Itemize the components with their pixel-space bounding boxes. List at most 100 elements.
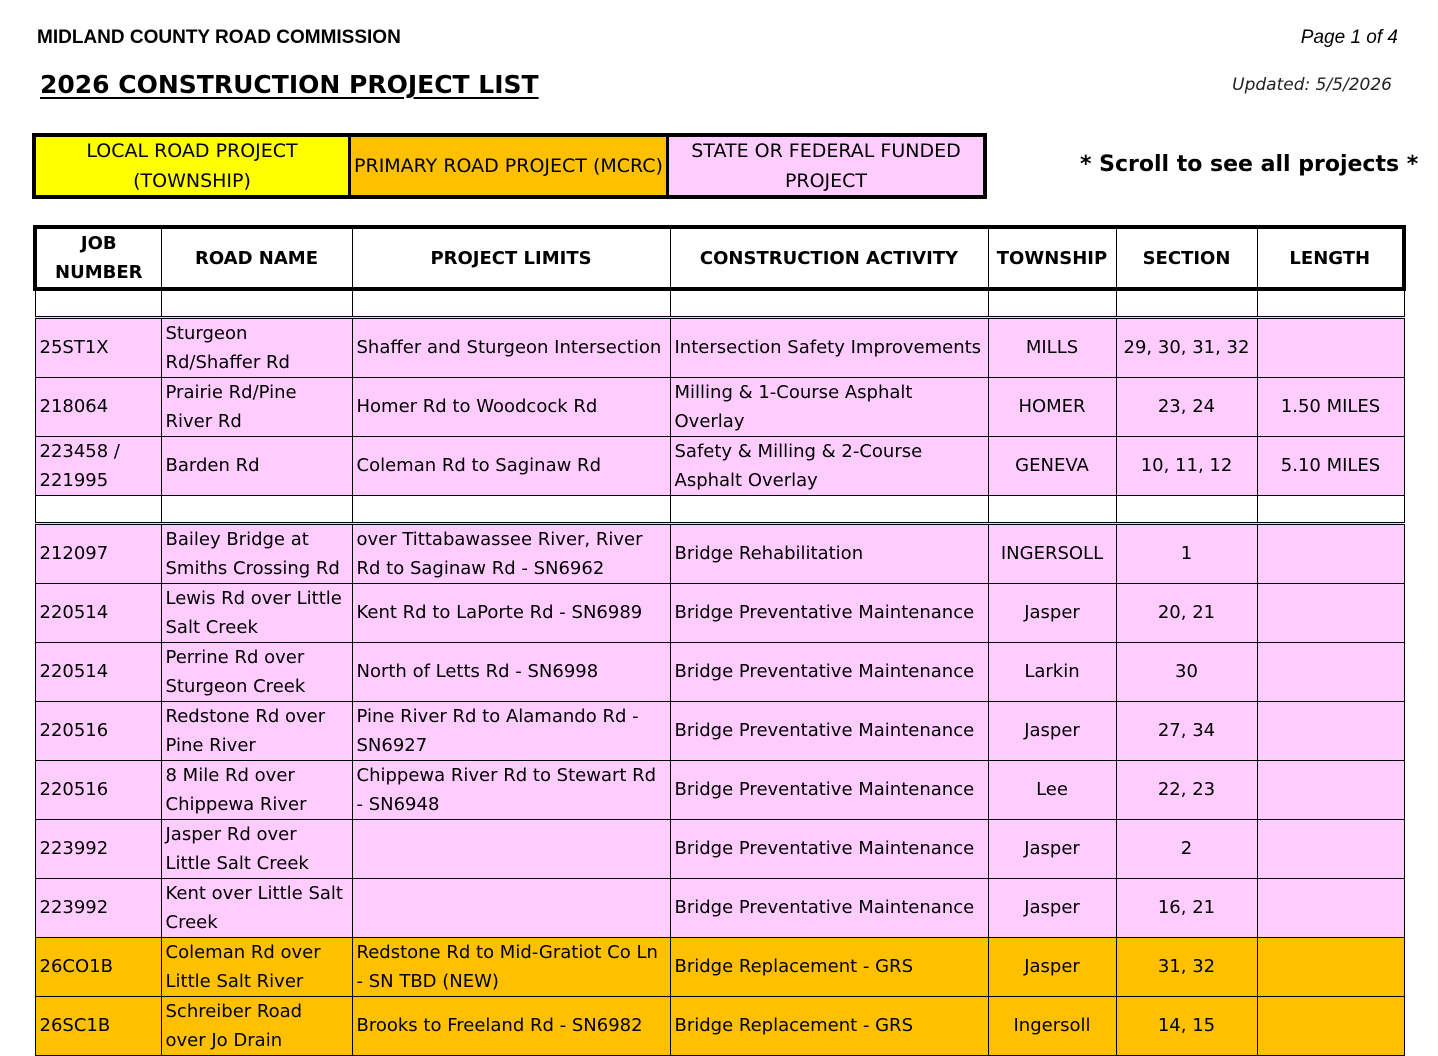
cell-job: 218064: [34, 376, 162, 437]
cell-road: Perrine Rd over Sturgeon Creek: [160, 641, 353, 702]
table-row: 220514 Lewis Rd over Little Salt Creek Ken…: [34, 582, 1405, 643]
separator-cell: [1115, 288, 1258, 319]
cell-activity: Bridge Preventative Maintenance: [669, 877, 989, 938]
cell-limits: [351, 877, 671, 938]
page-indicator: Page 1 of 4: [1300, 27, 1398, 48]
column-header-project-limits: PROJECT LIMITS: [351, 225, 671, 291]
column-header-job-number: JOB NUMBER: [33, 225, 162, 291]
separator-cell: [1115, 494, 1258, 525]
cell-activity: Bridge Replacement - GRS: [669, 936, 989, 997]
cell-limits: over Tittabawassee River, River Rd to Sa…: [351, 522, 671, 584]
color-legend: LOCAL ROAD PROJECT (TOWNSHIP) PRIMARY RO…: [32, 133, 987, 199]
table-row: 223992 Jasper Rd over Little Salt Creek Br…: [34, 818, 1405, 879]
cell-township: Jasper: [987, 818, 1117, 879]
organization-name: MIDLAND COUNTY ROAD COMMISSION: [37, 27, 401, 48]
table-row: 220516 8 Mile Rd over Chippewa River Chipp…: [34, 759, 1405, 820]
cell-job: 220514: [34, 582, 162, 643]
separator-cell: [1256, 288, 1405, 319]
table-row: 26CO1B Coleman Rd over Little Salt River R…: [34, 936, 1405, 997]
cell-job: 220514: [34, 641, 162, 702]
cell-job: 26SC1B: [34, 995, 162, 1056]
cell-limits: Redstone Rd to Mid-Gratiot Co Ln - SN TB…: [351, 936, 671, 997]
column-header-section: SECTION: [1115, 225, 1258, 291]
table-row: 25ST1X Sturgeon Rd/Shaffer Rd Shaffer and …: [34, 316, 1405, 378]
cell-length: [1256, 995, 1405, 1056]
cell-township: Ingersoll: [987, 995, 1117, 1056]
cell-limits: Homer Rd to Woodcock Rd: [351, 376, 671, 437]
cell-limits: Shaffer and Sturgeon Intersection: [351, 316, 671, 378]
separator-cell: [34, 494, 162, 525]
cell-section: 29, 30, 31, 32: [1115, 316, 1258, 378]
cell-length: [1256, 522, 1405, 584]
cell-length: [1256, 936, 1405, 997]
table-row: 218064 Prairie Rd/Pine River Rd Homer Rd t…: [34, 376, 1405, 437]
separator-cell: [160, 494, 353, 525]
cell-township: INGERSOLL: [987, 522, 1117, 584]
cell-section: 30: [1115, 641, 1258, 702]
cell-road: Bailey Bridge at Smiths Crossing Rd: [160, 522, 353, 584]
separator-cell: [1256, 494, 1405, 525]
cell-length: [1256, 641, 1405, 702]
separator-cell: [669, 494, 989, 525]
separator-cell: [987, 494, 1117, 525]
legend-local-road: LOCAL ROAD PROJECT (TOWNSHIP): [36, 137, 351, 195]
cell-limits: Kent Rd to LaPorte Rd - SN6989: [351, 582, 671, 643]
cell-job: 223992: [34, 877, 162, 938]
cell-activity: Milling & 1-Course Asphalt Overlay: [669, 376, 989, 437]
cell-section: 1: [1115, 522, 1258, 584]
cell-activity: Bridge Rehabilitation: [669, 522, 989, 584]
cell-job: 220516: [34, 700, 162, 761]
table-row: 26SC1B Schreiber Road over Jo Drain Brooks…: [34, 995, 1405, 1056]
cell-section: 27, 34: [1115, 700, 1258, 761]
cell-section: 20, 21: [1115, 582, 1258, 643]
scroll-note: * Scroll to see all projects *: [1080, 152, 1419, 177]
separator-row: [34, 288, 1405, 319]
legend-primary-road: PRIMARY ROAD PROJECT (MCRC): [351, 137, 669, 195]
separator-cell: [351, 288, 671, 319]
separator-cell: [987, 288, 1117, 319]
cell-job: 25ST1X: [34, 316, 162, 378]
column-header-township: TOWNSHIP: [987, 225, 1117, 291]
page-title: 2026 CONSTRUCTION PROJECT LIST: [40, 70, 539, 99]
cell-limits: North of Letts Rd - SN6998: [351, 641, 671, 702]
cell-activity: Safety & Milling & 2-Course Asphalt Over…: [669, 435, 989, 496]
table-row: 212097 Bailey Bridge at Smiths Crossing R…: [34, 522, 1405, 584]
separator-row: [34, 494, 1405, 525]
cell-road: Kent over Little Salt Creek: [160, 877, 353, 938]
legend-state-federal: STATE OR FEDERAL FUNDED PROJECT: [669, 137, 983, 195]
cell-length: [1256, 877, 1405, 938]
cell-job: 223992: [34, 818, 162, 879]
cell-township: GENEVA: [987, 435, 1117, 496]
cell-activity: Bridge Replacement - GRS: [669, 995, 989, 1056]
table-row: 223458 / 221995 Barden Rd Coleman Rd to Sa…: [34, 435, 1405, 496]
cell-section: 14, 15: [1115, 995, 1258, 1056]
cell-length: 1.50 MILES: [1256, 376, 1405, 437]
cell-road: Lewis Rd over Little Salt Creek: [160, 582, 353, 643]
cell-activity: Intersection Safety Improvements: [669, 316, 989, 378]
cell-section: 2: [1115, 818, 1258, 879]
cell-road: Sturgeon Rd/Shaffer Rd: [160, 316, 353, 378]
cell-job: 212097: [34, 522, 162, 584]
table-row: 220514 Perrine Rd over Sturgeon Creek Nort…: [34, 641, 1405, 702]
cell-township: Jasper: [987, 700, 1117, 761]
cell-limits: Coleman Rd to Saginaw Rd: [351, 435, 671, 496]
cell-road: Redstone Rd over Pine River: [160, 700, 353, 761]
cell-section: 16, 21: [1115, 877, 1258, 938]
cell-road: Jasper Rd over Little Salt Creek: [160, 818, 353, 879]
cell-activity: Bridge Preventative Maintenance: [669, 582, 989, 643]
cell-township: Larkin: [987, 641, 1117, 702]
cell-job: 220516: [34, 759, 162, 820]
cell-section: 31, 32: [1115, 936, 1258, 997]
cell-road: Prairie Rd/Pine River Rd: [160, 376, 353, 437]
cell-length: [1256, 818, 1405, 879]
cell-road: Coleman Rd over Little Salt River: [160, 936, 353, 997]
table-header-row: JOB NUMBER ROAD NAME PROJECT LIMITS CONS…: [33, 225, 1406, 291]
cell-township: HOMER: [987, 376, 1117, 437]
cell-job: 26CO1B: [34, 936, 162, 997]
column-header-length: LENGTH: [1256, 225, 1406, 291]
table-row: 220516 Redstone Rd over Pine River Pine Ri…: [34, 700, 1405, 761]
cell-length: [1256, 759, 1405, 820]
cell-job: 223458 / 221995: [34, 435, 162, 496]
cell-length: [1256, 700, 1405, 761]
cell-length: [1256, 316, 1405, 378]
